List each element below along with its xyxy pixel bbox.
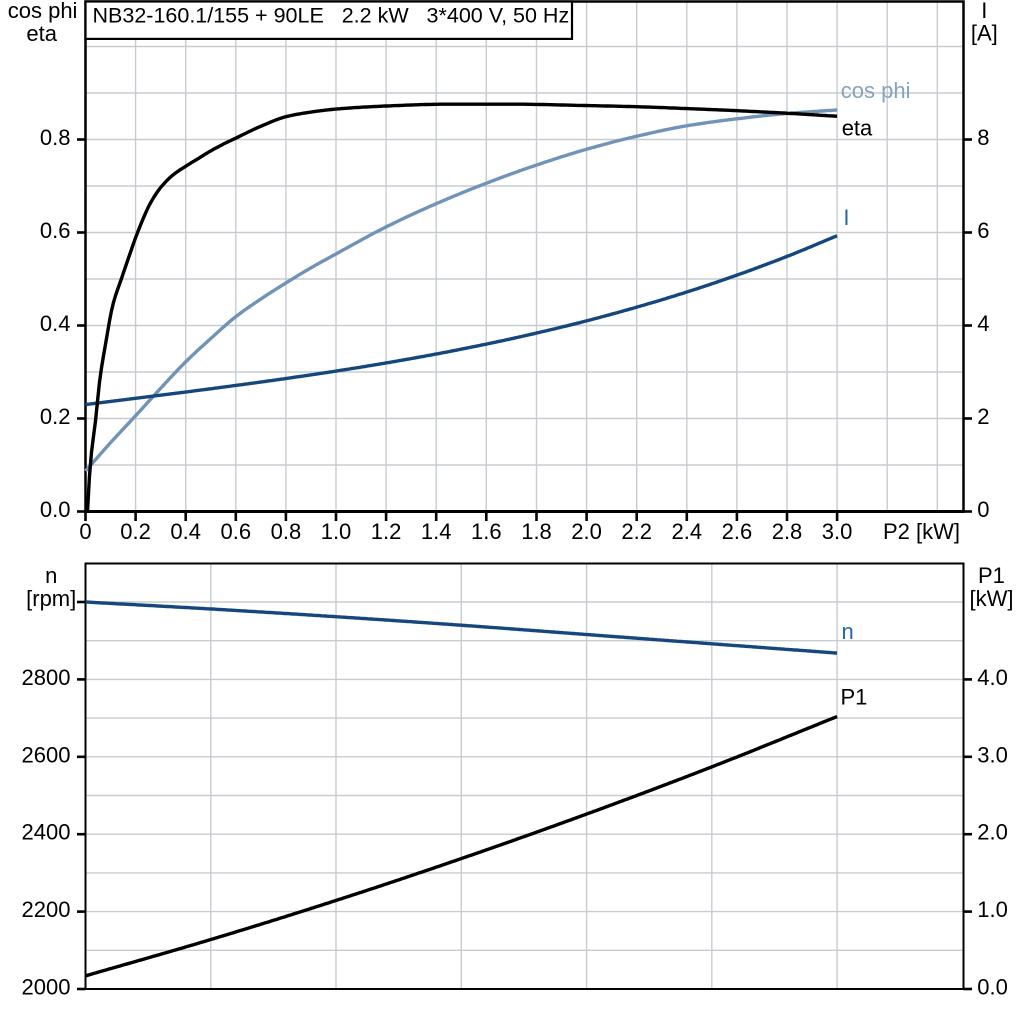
svg-text:0.8: 0.8 [40, 125, 71, 150]
svg-text:0.0: 0.0 [40, 497, 71, 522]
svg-text:NB32-160.1/155 + 90LE 2.2 kW: NB32-160.1/155 + 90LE 2.2 kW 3*400 V, 50… [93, 3, 570, 27]
svg-text:2200: 2200 [22, 897, 71, 922]
svg-text:4.0: 4.0 [977, 665, 1008, 690]
svg-text:cos phi: cos phi [8, 0, 78, 23]
svg-text:0.6: 0.6 [221, 519, 252, 544]
svg-text:n: n [842, 619, 854, 644]
svg-text:1.0: 1.0 [977, 897, 1008, 922]
svg-text:eta: eta [26, 21, 57, 46]
svg-text:2: 2 [977, 404, 989, 429]
svg-text:2.8: 2.8 [772, 519, 803, 544]
svg-text:3.0: 3.0 [822, 519, 853, 544]
svg-text:2800: 2800 [22, 665, 71, 690]
svg-text:eta: eta [842, 116, 873, 141]
svg-text:2400: 2400 [22, 820, 71, 845]
svg-text:4: 4 [977, 311, 989, 336]
svg-text:2.0: 2.0 [977, 820, 1008, 845]
svg-text:2.6: 2.6 [722, 519, 753, 544]
svg-text:1.8: 1.8 [521, 519, 552, 544]
svg-text:0: 0 [79, 519, 91, 544]
svg-text:1.2: 1.2 [371, 519, 402, 544]
svg-text:0.2: 0.2 [40, 404, 71, 429]
svg-text:[A]: [A] [971, 21, 998, 46]
svg-text:2.4: 2.4 [672, 519, 703, 544]
svg-text:cos phi: cos phi [841, 78, 911, 103]
svg-text:n: n [45, 563, 57, 588]
svg-text:2600: 2600 [22, 742, 71, 767]
svg-text:0.0: 0.0 [977, 975, 1008, 1000]
svg-text:1.4: 1.4 [421, 519, 452, 544]
svg-text:I: I [981, 0, 987, 23]
svg-text:P1: P1 [841, 685, 868, 710]
svg-text:6: 6 [977, 218, 989, 243]
svg-text:0.6: 0.6 [40, 218, 71, 243]
svg-text:3.0: 3.0 [977, 742, 1008, 767]
svg-text:I: I [843, 205, 849, 230]
svg-text:[kW]: [kW] [970, 586, 1014, 611]
svg-text:0.8: 0.8 [271, 519, 302, 544]
svg-text:P2 [kW]: P2 [kW] [883, 519, 960, 544]
svg-text:1.0: 1.0 [321, 519, 352, 544]
svg-text:0.2: 0.2 [120, 519, 151, 544]
svg-text:2.2: 2.2 [621, 519, 652, 544]
svg-text:0.4: 0.4 [40, 311, 71, 336]
svg-text:2.0: 2.0 [571, 519, 602, 544]
svg-text:8: 8 [977, 125, 989, 150]
svg-text:[rpm]: [rpm] [26, 586, 76, 611]
svg-text:P1: P1 [978, 563, 1005, 588]
svg-text:0.4: 0.4 [170, 519, 201, 544]
svg-text:0: 0 [977, 497, 989, 522]
svg-text:2000: 2000 [22, 975, 71, 1000]
svg-text:1.6: 1.6 [471, 519, 502, 544]
